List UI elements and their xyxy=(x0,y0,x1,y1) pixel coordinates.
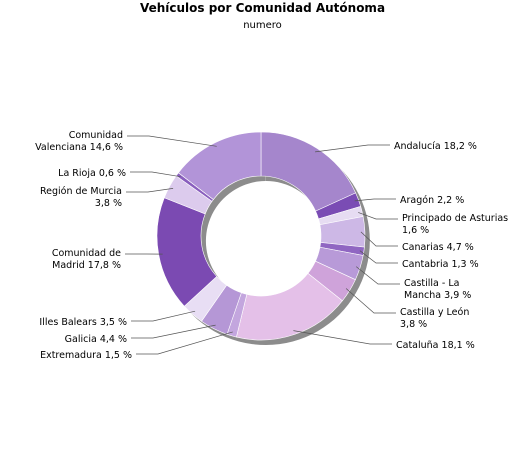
label-la-rioja: La Rioja 0,6 % xyxy=(58,168,126,179)
label-extremadura: Extremadura 1,5 % xyxy=(40,350,132,361)
slice-comunidad-valenciana xyxy=(177,131,262,200)
label-illes-balears: Illes Balears 3,5 % xyxy=(39,317,127,328)
label-canarias: Canarias 4,7 % xyxy=(402,242,474,253)
leader-line-canarias xyxy=(360,231,398,247)
leader-line-andalucia xyxy=(315,144,390,153)
label-castilla-y-leon: Castilla y León 3,8 % xyxy=(400,307,469,330)
label-castilla-la-mancha: Castilla - La Mancha 3,9 % xyxy=(404,278,471,301)
leader-line-castilla-y-leon xyxy=(345,288,396,314)
leader-line-illes-balears xyxy=(131,310,196,322)
leader-line-comunidad-valenciana xyxy=(127,135,217,147)
leader-line-cataluna xyxy=(293,330,392,345)
label-cataluna: Cataluña 18,1 % xyxy=(396,340,475,351)
label-principado-de-asturias: Principado de Asturias 1,6 % xyxy=(402,213,508,236)
leader-line-extremadura xyxy=(136,331,233,355)
label-leader-lines xyxy=(125,135,400,355)
label-aragon: Aragón 2,2 % xyxy=(400,195,464,206)
label-galicia: Galicia 4,4 % xyxy=(65,334,127,345)
label-comunidad-valenciana: Comunidad Valenciana 14,6 % xyxy=(35,130,123,153)
chart-subtitle: numero xyxy=(243,20,282,31)
leader-line-cantabria xyxy=(359,250,398,264)
leader-line-galicia xyxy=(131,324,216,339)
donut-slices xyxy=(156,131,366,341)
leader-line-principado-de-asturias xyxy=(358,212,398,220)
leader-line-aragon xyxy=(354,198,396,202)
label-region-de-murcia: Región de Murcia 3,8 % xyxy=(40,186,122,209)
chart-title: Vehículos por Comunidad Autónoma xyxy=(139,1,386,15)
label-andalucia: Andalucía 18,2 % xyxy=(394,141,477,152)
label-comunidad-de-madrid: Comunidad de Madrid 17,8 % xyxy=(52,248,121,271)
leader-line-la-rioja xyxy=(130,171,181,178)
slice-labels: Andalucía 18,2 % Aragón 2,2 % Principado d… xyxy=(35,130,508,361)
leader-line-region-de-murcia xyxy=(126,188,174,193)
leader-line-castilla-la-mancha xyxy=(355,266,400,285)
label-cantabria: Cantabria 1,3 % xyxy=(402,259,479,270)
